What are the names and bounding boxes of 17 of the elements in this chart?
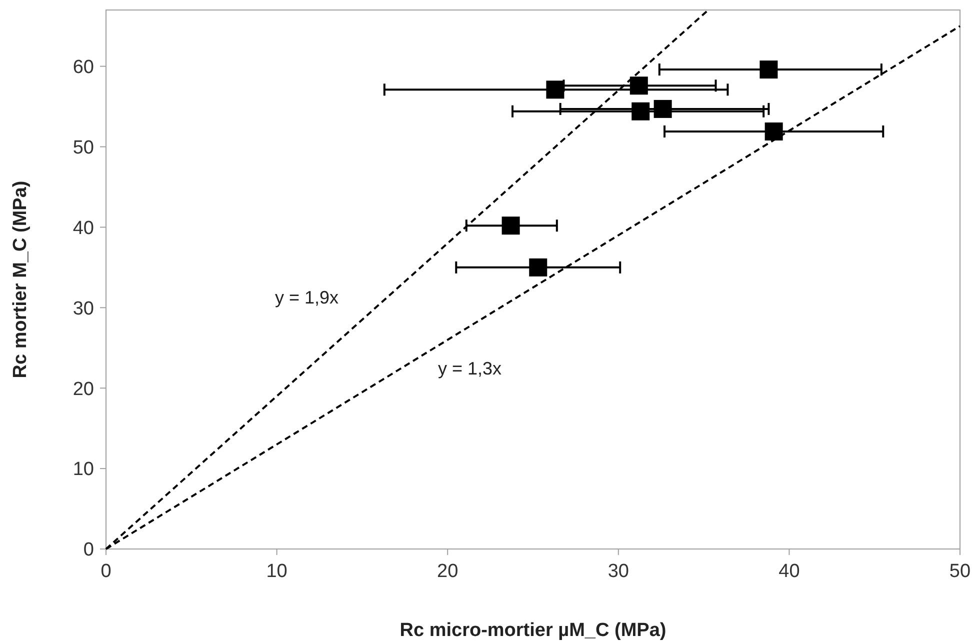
y-tick-label: 30 <box>72 298 94 320</box>
y-tick-label: 0 <box>83 540 94 561</box>
x-tick-label: 20 <box>437 561 458 582</box>
x-axis-title: Rc micro-mortier µM_C (MPa) <box>400 620 666 641</box>
y-tick-label: 20 <box>72 378 94 400</box>
x-tick-label: 30 <box>608 561 629 582</box>
y-tick-label: 10 <box>72 459 94 480</box>
y-tick-label: 60 <box>72 56 94 78</box>
y-tick-label: 40 <box>72 218 94 239</box>
x-tick-label: 50 <box>949 561 971 582</box>
annotation: y = 1,9x <box>275 287 339 308</box>
annotation: y = 1,3x <box>438 358 502 378</box>
y-axis-title: Rc mortier M_C (MPa) <box>10 180 31 378</box>
x-tick-label: 0 <box>100 561 112 582</box>
x-tick-label: 10 <box>266 561 288 582</box>
y-tick-label: 50 <box>72 137 94 158</box>
x-tick-label: 40 <box>778 561 800 582</box>
